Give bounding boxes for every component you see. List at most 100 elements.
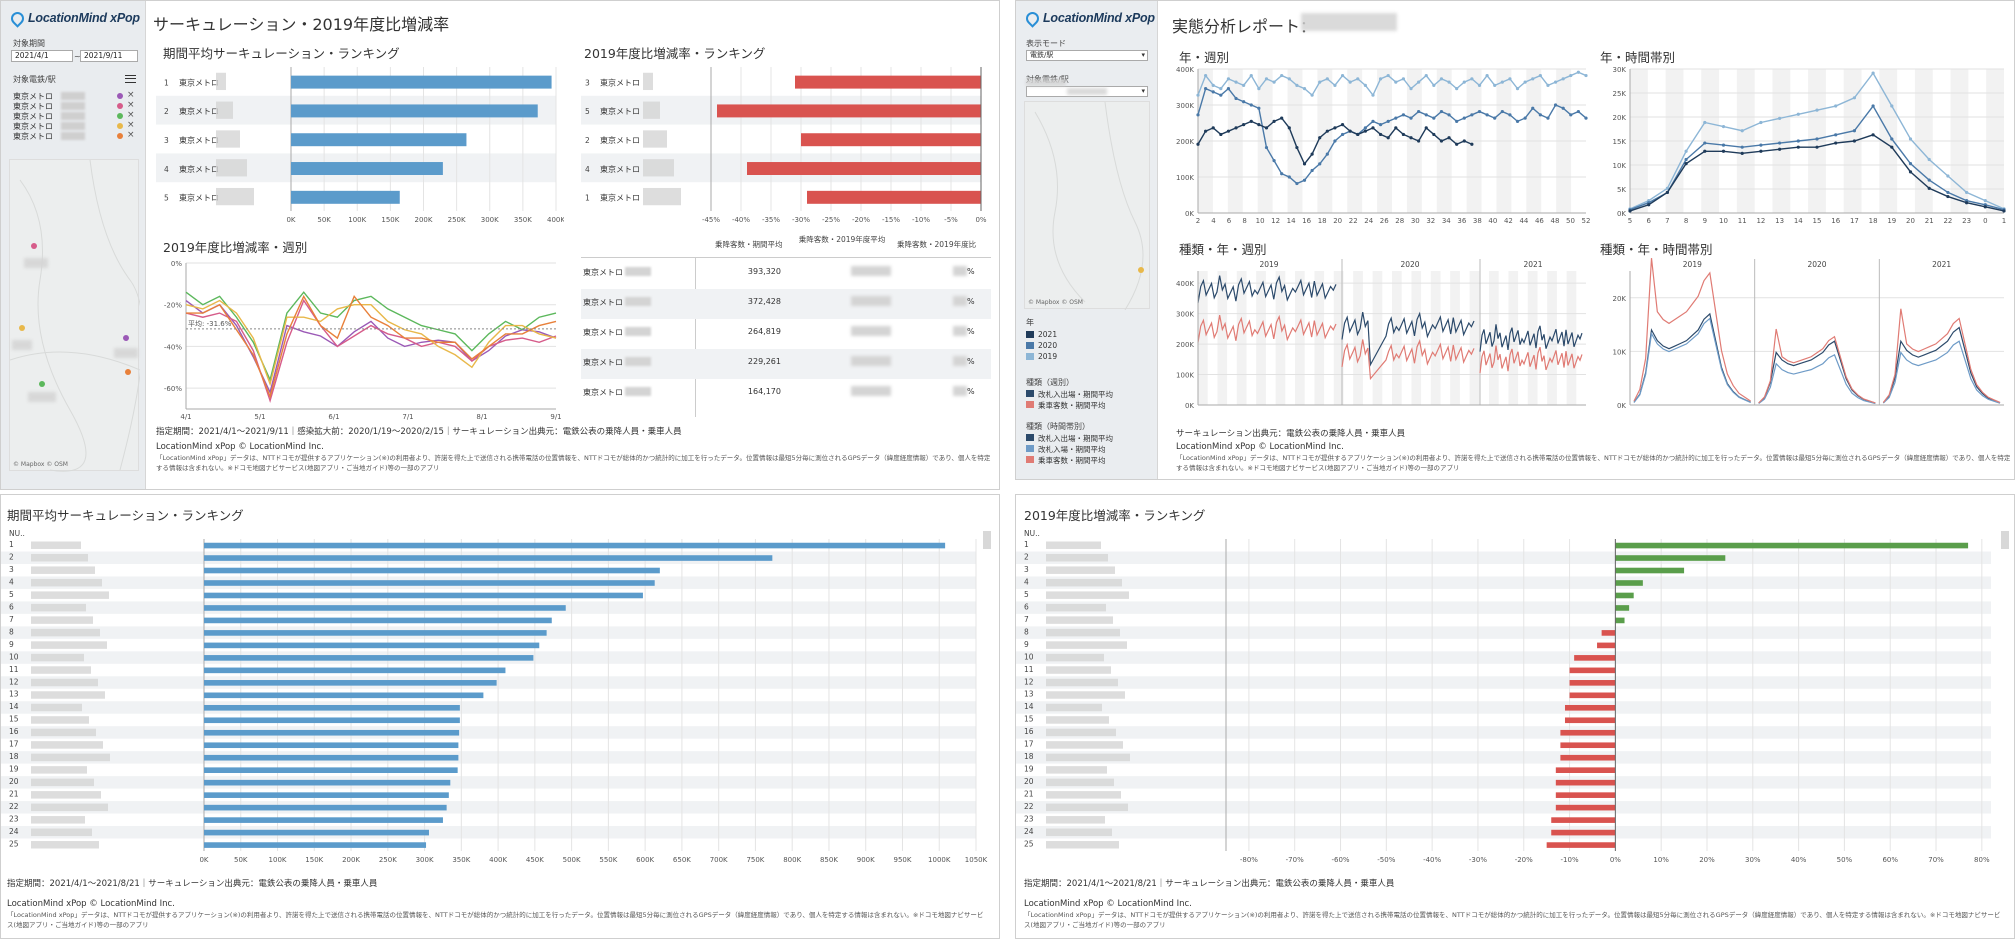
data-point[interactable] [1796, 145, 1800, 149]
bar[interactable] [1615, 580, 1643, 586]
bar[interactable] [204, 542, 946, 549]
data-point[interactable] [1470, 142, 1474, 146]
data-point[interactable] [1759, 149, 1763, 153]
data-point[interactable] [1219, 87, 1223, 91]
data-point[interactable] [1371, 93, 1375, 97]
data-point[interactable] [1318, 80, 1322, 84]
data-point[interactable] [1272, 119, 1276, 123]
data-point[interactable] [1576, 109, 1580, 114]
data-point[interactable] [1759, 120, 1763, 125]
remove-station-icon[interactable]: × [127, 120, 135, 130]
data-point[interactable] [1242, 100, 1246, 104]
data-point[interactable] [1815, 137, 1819, 141]
data-point[interactable] [1927, 157, 1931, 162]
bar[interactable] [1555, 804, 1616, 811]
data-point[interactable] [1272, 80, 1276, 84]
data-point[interactable] [1424, 73, 1428, 78]
data-point[interactable] [1249, 119, 1253, 123]
bar[interactable] [1555, 792, 1616, 798]
data-point[interactable] [1226, 87, 1231, 91]
series-line[interactable] [1341, 311, 1475, 367]
map-marker[interactable] [31, 243, 37, 249]
data-point[interactable] [1815, 145, 1819, 149]
data-point[interactable] [1561, 106, 1565, 110]
data-point[interactable] [1684, 162, 1688, 166]
data-point[interactable] [1740, 151, 1744, 155]
bar[interactable] [204, 842, 427, 848]
data-point[interactable] [1852, 96, 1856, 100]
bar[interactable] [204, 729, 460, 736]
data-point[interactable] [1508, 77, 1512, 81]
avg-rank-chart[interactable]: 0K 50K 100K 150K 200K 250K 300K 350K 400K 1 東京メトロ 2… [156, 63, 564, 223]
bar[interactable] [204, 692, 484, 699]
bar[interactable] [1569, 667, 1616, 674]
bar[interactable] [1564, 704, 1616, 711]
data-point[interactable] [1946, 174, 1950, 178]
map-marker[interactable] [123, 335, 129, 341]
station-map[interactable]: © Mapbox © OSM [9, 159, 144, 472]
data-point[interactable] [1302, 178, 1307, 182]
bar[interactable] [204, 767, 458, 773]
series-line[interactable] [1758, 328, 1876, 404]
data-point[interactable] [1455, 142, 1459, 146]
series-line[interactable] [1479, 324, 1583, 352]
bar[interactable] [204, 667, 506, 674]
bar[interactable] [204, 580, 655, 586]
data-point[interactable] [1684, 149, 1688, 153]
yoy-ranking-big-chart[interactable]: -80% -70% -60% -50% -40% -30% -20% -10% 0% 10% 20%… [1016, 539, 2015, 865]
data-point[interactable] [1295, 181, 1299, 186]
remove-station-icon[interactable]: × [127, 130, 135, 140]
data-point[interactable] [1432, 132, 1436, 137]
data-point[interactable] [1219, 93, 1223, 97]
data-point[interactable] [1302, 87, 1307, 91]
data-point[interactable] [1204, 73, 1208, 78]
bar[interactable] [1560, 729, 1616, 736]
bar[interactable] [1551, 829, 1616, 836]
data-point[interactable] [1908, 170, 1913, 174]
data-point[interactable] [1834, 141, 1838, 145]
bar[interactable] [204, 655, 534, 661]
bar[interactable] [1601, 630, 1616, 636]
data-point[interactable] [1386, 119, 1390, 123]
mode-select[interactable]: 電鉄/駅 [1026, 50, 1148, 61]
bar[interactable] [204, 592, 643, 599]
data-point[interactable] [1287, 175, 1291, 179]
bar[interactable] [204, 742, 459, 749]
bar[interactable] [1569, 692, 1616, 699]
data-point[interactable] [1523, 80, 1527, 84]
data-point[interactable] [1890, 145, 1894, 149]
data-point[interactable] [1363, 126, 1367, 130]
data-point[interactable] [1211, 90, 1215, 94]
data-point[interactable] [1264, 145, 1269, 150]
bar[interactable] [204, 804, 447, 811]
series-line[interactable] [185, 299, 557, 387]
bar[interactable] [1560, 754, 1616, 761]
data-point[interactable] [1871, 71, 1875, 75]
data-point[interactable] [1553, 80, 1558, 84]
bar[interactable] [1615, 542, 1969, 549]
data-point[interactable] [1485, 73, 1489, 78]
series-line[interactable] [1197, 314, 1337, 343]
data-point[interactable] [1515, 87, 1520, 91]
data-point[interactable] [1394, 80, 1398, 84]
data-point[interactable] [1378, 77, 1383, 81]
data-point[interactable] [1287, 77, 1291, 81]
data-point[interactable] [1325, 152, 1329, 156]
data-point[interactable] [1946, 190, 1950, 195]
kind-hourly-chart[interactable]: 0K 10K 20K 2019 2020 2021 [1600, 257, 2010, 419]
bar[interactable] [204, 605, 566, 611]
data-point[interactable] [1815, 108, 1819, 112]
data-point[interactable] [1424, 126, 1428, 130]
data-point[interactable] [1447, 113, 1451, 117]
bar[interactable] [1615, 592, 1634, 599]
data-point[interactable] [1226, 129, 1231, 133]
data-point[interactable] [1371, 126, 1375, 130]
data-point[interactable] [1204, 87, 1208, 91]
remove-station-icon[interactable]: × [127, 110, 135, 120]
data-point[interactable] [1310, 93, 1314, 97]
data-point[interactable] [1424, 113, 1428, 117]
data-point[interactable] [1470, 77, 1474, 81]
map-marker[interactable] [39, 381, 45, 387]
bar[interactable] [204, 792, 449, 798]
data-point[interactable] [1531, 106, 1535, 110]
